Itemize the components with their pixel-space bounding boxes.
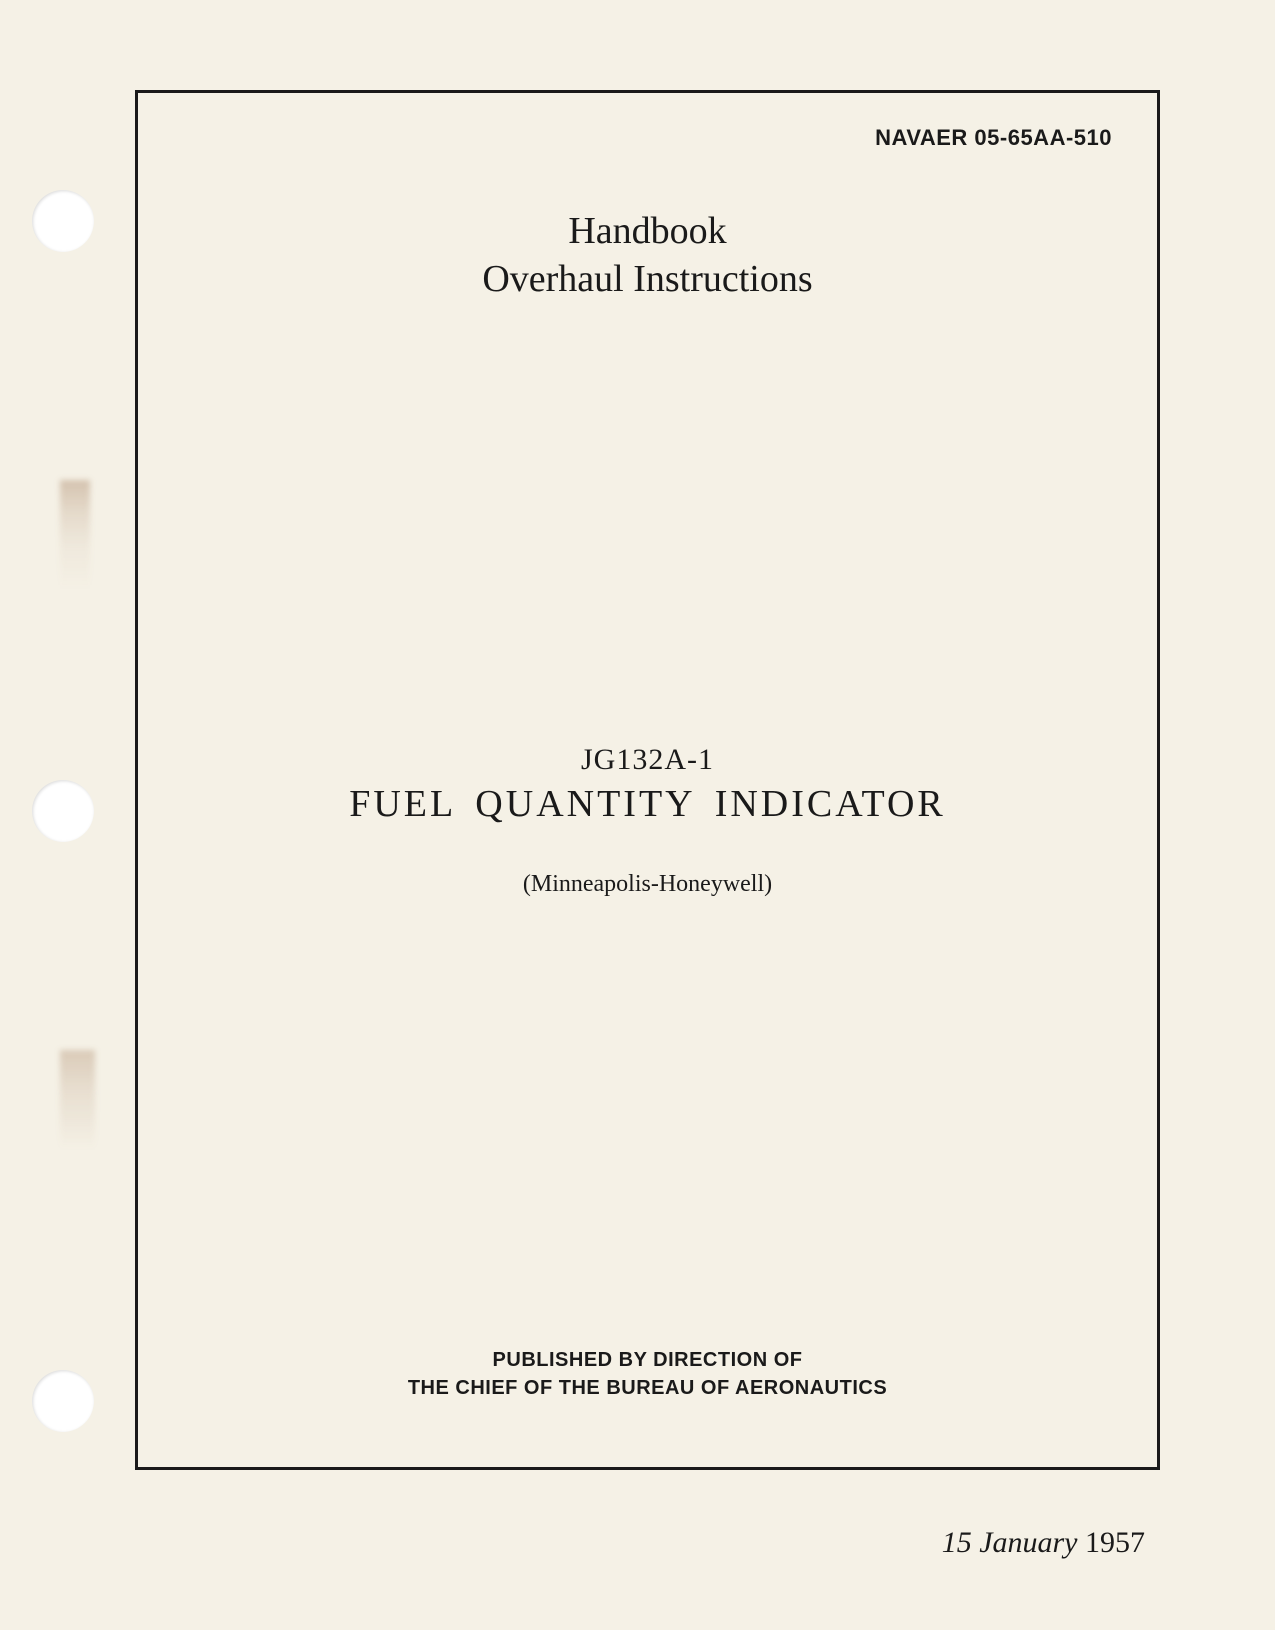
date-year: 1957 <box>1085 1526 1145 1559</box>
model-number: JG132A-1 <box>188 743 1107 777</box>
document-page: NAVAER 05-65AA-510 Handbook Overhaul Ins… <box>0 0 1275 1630</box>
content-border: NAVAER 05-65AA-510 Handbook Overhaul Ins… <box>135 90 1160 1470</box>
date-day-month: 15 January <box>942 1526 1078 1559</box>
document-type-line1: Handbook <box>188 208 1107 256</box>
document-type-line2: Overhaul Instructions <box>188 256 1107 304</box>
subject-section: JG132A-1 FUEL QUANTITY INDICATOR (Minnea… <box>188 743 1107 898</box>
document-number: NAVAER 05-65AA-510 <box>875 125 1112 151</box>
page-stain <box>60 1050 95 1150</box>
binder-hole <box>32 780 94 842</box>
publisher-line1: PUBLISHED BY DIRECTION OF <box>138 1346 1157 1374</box>
binder-hole <box>32 1370 94 1432</box>
subject-title: FUEL QUANTITY INDICATOR <box>188 782 1107 826</box>
page-stain <box>60 480 90 590</box>
publisher-line2: THE CHIEF OF THE BUREAU OF AERONAUTICS <box>138 1374 1157 1402</box>
binder-hole <box>32 190 94 252</box>
manufacturer-name: (Minneapolis-Honeywell) <box>188 871 1107 898</box>
header-section: Handbook Overhaul Instructions <box>188 208 1107 303</box>
publisher-section: PUBLISHED BY DIRECTION OF THE CHIEF OF T… <box>138 1346 1157 1402</box>
publication-date: 15 January 1957 <box>942 1526 1145 1560</box>
